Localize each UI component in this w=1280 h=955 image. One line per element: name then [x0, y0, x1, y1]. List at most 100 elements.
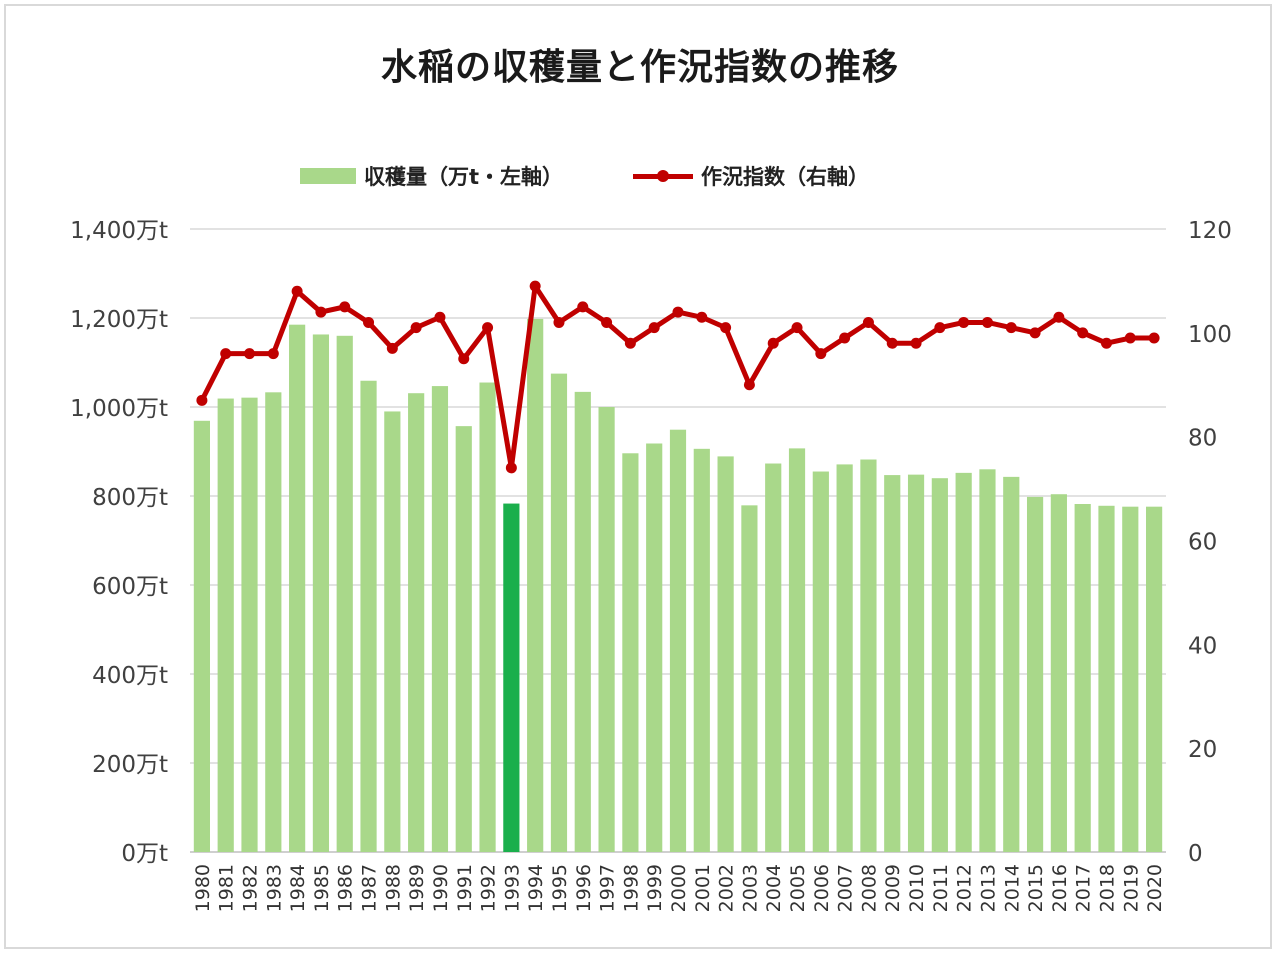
index-point-1996: [577, 301, 589, 313]
index-point-2017: [1077, 327, 1089, 339]
index-point-2008: [862, 316, 874, 328]
bar-1991: [455, 426, 472, 852]
index-point-2019: [1124, 332, 1136, 344]
x-tick-label: 1982: [240, 864, 262, 912]
index-point-2010: [910, 337, 922, 349]
x-tick-label: 1983: [263, 864, 285, 912]
x-tick-label: 2008: [858, 864, 880, 912]
y-left-tick-label: 1,000万t: [70, 396, 168, 422]
bar-1989: [408, 393, 425, 852]
x-tick-label: 2013: [977, 864, 999, 912]
y-right-tick-label: 80: [1188, 426, 1217, 452]
y-left-tick-label: 1,400万t: [70, 218, 168, 244]
y-right-tick-label: 100: [1188, 322, 1232, 348]
y-left-tick-label: 400万t: [92, 663, 168, 689]
right-axis: 0 20 40 60 80 100 120: [1188, 218, 1232, 867]
legend-label-harvest: 収穫量（万t・左軸）: [364, 165, 564, 189]
bar-2009: [884, 475, 901, 852]
bar-1981: [217, 398, 234, 852]
legend: 収穫量（万t・左軸） 作況指数（右軸）: [300, 158, 939, 194]
x-tick-label: 2002: [716, 864, 738, 912]
index-point-2015: [1029, 327, 1041, 339]
x-tick-label: 2017: [1073, 864, 1095, 912]
bar-2012: [955, 472, 972, 852]
bar-2005: [788, 448, 806, 852]
index-point-2005: [791, 322, 803, 334]
y-left-tick-label: 0万t: [121, 841, 168, 867]
legend-line-swatch: [633, 164, 694, 188]
bar-2011: [931, 478, 948, 852]
x-tick-label: 1988: [382, 864, 404, 912]
index-point-1987: [363, 316, 375, 328]
index-point-1994: [529, 280, 541, 292]
index-point-1981: [220, 348, 232, 360]
x-tick-label: 1986: [335, 864, 357, 912]
index-point-1992: [482, 322, 494, 334]
bar-2013: [979, 469, 996, 852]
x-tick-label: 2014: [1001, 864, 1023, 912]
x-tick-label: 2020: [1144, 864, 1166, 912]
y-right-tick-label: 40: [1188, 633, 1217, 659]
bar-1988: [384, 411, 401, 852]
x-tick-label: 2003: [739, 864, 761, 912]
x-tick-label: 2009: [882, 864, 904, 912]
index-point-1980: [196, 394, 208, 406]
x-tick-label: 1980: [192, 864, 214, 912]
y-right-tick-label: 120: [1188, 218, 1232, 244]
bar-1998: [622, 453, 639, 852]
index-point-2002: [720, 322, 732, 334]
index-point-2012: [958, 316, 970, 328]
y-left-tick-label: 600万t: [92, 574, 168, 600]
bar-2019: [1122, 506, 1139, 852]
index-point-1983: [267, 348, 279, 360]
bar-2014: [1003, 476, 1020, 852]
bar-2007: [836, 464, 853, 852]
x-tick-label: 1995: [549, 864, 571, 912]
y-left-tick-label: 200万t: [92, 752, 168, 778]
bar-2003: [741, 505, 758, 852]
x-tick-label: 2007: [835, 864, 857, 912]
index-point-2014: [1005, 322, 1017, 334]
index-point-2001: [696, 311, 708, 323]
x-tick-label: 1993: [501, 864, 523, 912]
y-left-tick-label: 800万t: [92, 485, 168, 511]
bar-2016: [1050, 494, 1067, 852]
legend-item-index: 作況指数（右軸）: [633, 161, 869, 191]
bar-1994: [527, 318, 544, 852]
x-tick-label: 1992: [478, 864, 500, 912]
bar-2017: [1074, 504, 1091, 852]
index-point-2018: [1100, 337, 1112, 349]
bar-2018: [1098, 505, 1115, 852]
bar-2010: [907, 474, 925, 852]
index-point-2011: [934, 322, 946, 334]
bar-1985: [312, 334, 330, 853]
index-point-1988: [386, 342, 398, 354]
index-point-1997: [601, 316, 613, 328]
bar-2008: [860, 459, 877, 852]
y-right-tick-label: 20: [1188, 737, 1217, 763]
x-tick-label: 1981: [216, 864, 238, 912]
index-point-2016: [1053, 311, 1065, 323]
legend-item-harvest: 収穫量（万t・左軸）: [300, 161, 563, 191]
bar-1996: [574, 391, 591, 852]
bar-1993: [503, 503, 520, 852]
index-point-1982: [244, 348, 256, 360]
x-tick-label: 1990: [430, 864, 452, 912]
x-tick-label: 2019: [1120, 864, 1142, 912]
index-point-1989: [410, 322, 422, 334]
bar-1984: [289, 324, 306, 852]
x-tick-label: 1985: [311, 864, 333, 912]
x-tick-label: 2010: [906, 864, 928, 912]
x-tick-label: 2001: [692, 864, 714, 912]
x-tick-label: 2012: [954, 864, 976, 912]
chart-title: 水稲の収穫量と作況指数の推移: [380, 47, 899, 88]
index-point-2007: [839, 332, 851, 344]
x-tick-label: 1994: [525, 864, 547, 912]
x-tick-label: 1998: [620, 864, 642, 912]
bar-2002: [717, 456, 734, 852]
bar-1999: [646, 443, 663, 852]
index-point-1985: [315, 306, 327, 318]
bar-1990: [431, 386, 449, 852]
index-point-1995: [553, 316, 565, 328]
